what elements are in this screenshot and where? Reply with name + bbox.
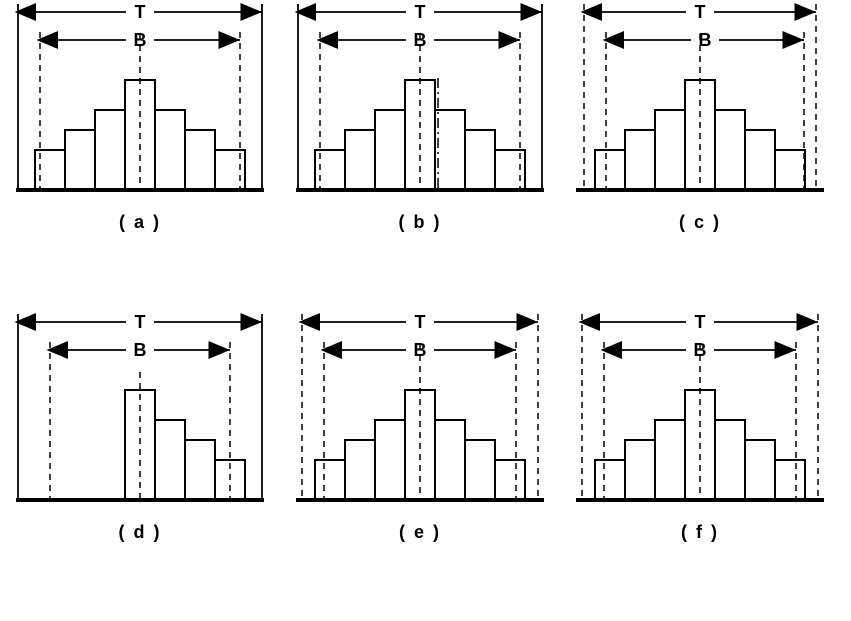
b-label: B — [134, 30, 147, 50]
t-label: T — [135, 2, 146, 22]
bar — [155, 420, 185, 500]
bar — [595, 460, 625, 500]
panel-caption: ( a ) — [119, 212, 161, 232]
bar — [745, 130, 775, 190]
t-label: T — [415, 2, 426, 22]
bar — [465, 440, 495, 500]
panel-caption: ( b ) — [399, 212, 442, 232]
bar — [375, 420, 405, 500]
t-label: T — [415, 312, 426, 332]
t-label: T — [695, 2, 706, 22]
bar — [465, 130, 495, 190]
bar — [715, 420, 745, 500]
bar — [155, 110, 185, 190]
panel-e: TB ( e ) — [296, 312, 544, 542]
bar — [495, 460, 525, 500]
panel-d: TB ( d ) — [16, 312, 264, 542]
bar — [655, 420, 685, 500]
panel-c: TB ( c ) — [576, 2, 824, 232]
panel-b: TB ( b ) — [296, 2, 544, 232]
t-label: T — [135, 312, 146, 332]
bar — [435, 420, 465, 500]
bar — [185, 130, 215, 190]
bar — [185, 440, 215, 500]
panel-f: TB ( f ) — [576, 312, 824, 542]
t-label: T — [695, 312, 706, 332]
panel-caption: ( c ) — [679, 212, 721, 232]
bar — [775, 150, 805, 190]
bar — [775, 460, 805, 500]
panel-a: TB ( a ) — [16, 2, 264, 232]
bar — [625, 440, 655, 500]
bar — [745, 440, 775, 500]
bar — [655, 110, 685, 190]
bar — [715, 110, 745, 190]
b-label: B — [134, 340, 147, 360]
bar — [65, 130, 95, 190]
bar — [435, 110, 465, 190]
b-label: B — [414, 340, 427, 360]
bar — [375, 110, 405, 190]
panel-caption: ( e ) — [399, 522, 441, 542]
bar — [595, 150, 625, 190]
bar — [345, 440, 375, 500]
b-label: B — [699, 30, 712, 50]
panel-caption: ( f ) — [681, 522, 719, 542]
b-label: B — [414, 30, 427, 50]
bar — [345, 130, 375, 190]
bar — [625, 130, 655, 190]
panel-caption: ( d ) — [119, 522, 162, 542]
bar — [95, 110, 125, 190]
bar — [315, 460, 345, 500]
b-label: B — [694, 340, 707, 360]
